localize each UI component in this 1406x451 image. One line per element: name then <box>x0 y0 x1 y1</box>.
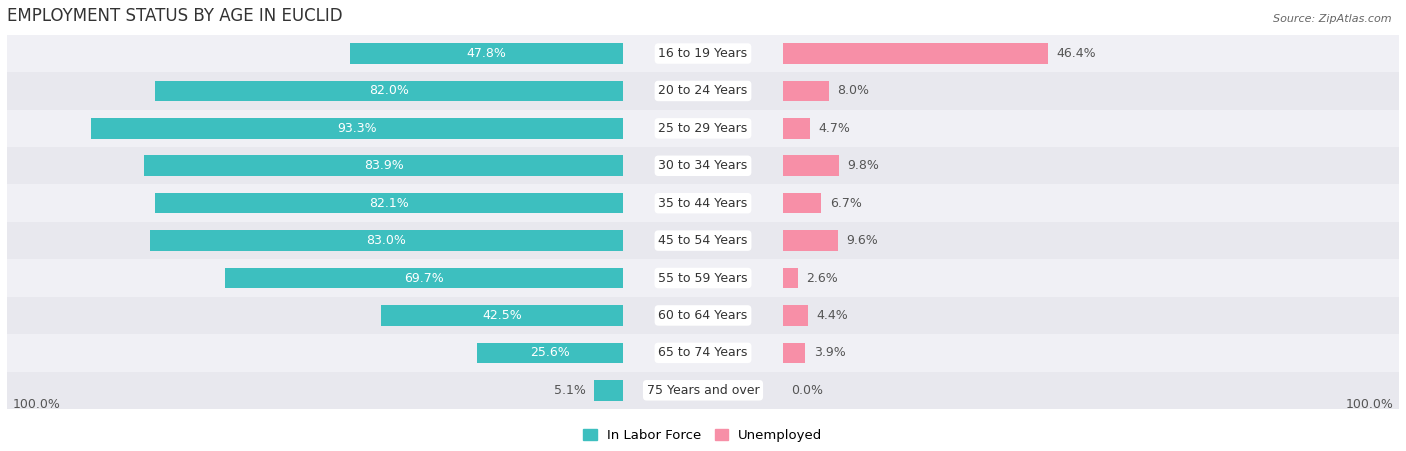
Bar <box>350 43 623 64</box>
Text: 45 to 54 Years: 45 to 54 Years <box>658 234 748 247</box>
Text: 55 to 59 Years: 55 to 59 Years <box>658 272 748 285</box>
Text: EMPLOYMENT STATUS BY AGE IN EUCLID: EMPLOYMENT STATUS BY AGE IN EUCLID <box>7 7 343 25</box>
Bar <box>477 343 623 363</box>
Bar <box>783 43 1047 64</box>
Text: 83.0%: 83.0% <box>367 234 406 247</box>
Text: 35 to 44 Years: 35 to 44 Years <box>658 197 748 210</box>
Bar <box>783 156 839 176</box>
Text: 6.7%: 6.7% <box>830 197 862 210</box>
Bar <box>0 147 1406 184</box>
Bar <box>783 118 810 138</box>
Text: 100.0%: 100.0% <box>1346 398 1393 411</box>
Bar <box>783 343 806 363</box>
Text: 65 to 74 Years: 65 to 74 Years <box>658 346 748 359</box>
Text: 9.6%: 9.6% <box>846 234 877 247</box>
Bar <box>593 380 623 400</box>
Text: 16 to 19 Years: 16 to 19 Years <box>658 47 748 60</box>
Bar <box>0 259 1406 297</box>
Text: 20 to 24 Years: 20 to 24 Years <box>658 84 748 97</box>
Text: 69.7%: 69.7% <box>405 272 444 285</box>
Text: 3.9%: 3.9% <box>814 346 845 359</box>
Text: 82.1%: 82.1% <box>368 197 409 210</box>
Text: 4.7%: 4.7% <box>818 122 851 135</box>
Bar <box>0 372 1406 409</box>
Bar <box>0 184 1406 222</box>
Bar <box>783 268 797 288</box>
Bar <box>0 297 1406 334</box>
Bar <box>0 334 1406 372</box>
Text: 30 to 34 Years: 30 to 34 Years <box>658 159 748 172</box>
Text: 93.3%: 93.3% <box>337 122 377 135</box>
Text: 25.6%: 25.6% <box>530 346 569 359</box>
Bar <box>0 110 1406 147</box>
Text: 46.4%: 46.4% <box>1056 47 1095 60</box>
Text: 47.8%: 47.8% <box>467 47 506 60</box>
Bar <box>149 230 623 251</box>
Text: 75 Years and over: 75 Years and over <box>647 384 759 397</box>
Bar <box>0 35 1406 72</box>
Text: 83.9%: 83.9% <box>364 159 404 172</box>
Bar <box>225 268 623 288</box>
Bar <box>155 81 623 101</box>
Text: 82.0%: 82.0% <box>370 84 409 97</box>
Bar <box>145 156 623 176</box>
Legend: In Labor Force, Unemployed: In Labor Force, Unemployed <box>578 423 828 447</box>
Text: 5.1%: 5.1% <box>554 384 585 397</box>
Text: 4.4%: 4.4% <box>817 309 848 322</box>
Bar <box>0 222 1406 259</box>
Text: 60 to 64 Years: 60 to 64 Years <box>658 309 748 322</box>
Text: 25 to 29 Years: 25 to 29 Years <box>658 122 748 135</box>
Bar <box>783 230 838 251</box>
Text: 100.0%: 100.0% <box>13 398 60 411</box>
Bar <box>91 118 623 138</box>
Text: 0.0%: 0.0% <box>792 384 824 397</box>
Bar <box>783 305 808 326</box>
Text: 42.5%: 42.5% <box>482 309 522 322</box>
Text: 9.8%: 9.8% <box>848 159 879 172</box>
Text: 8.0%: 8.0% <box>837 84 869 97</box>
Bar <box>783 81 828 101</box>
Text: Source: ZipAtlas.com: Source: ZipAtlas.com <box>1274 14 1392 23</box>
Bar <box>783 193 821 213</box>
Bar <box>381 305 623 326</box>
Text: 2.6%: 2.6% <box>806 272 838 285</box>
Bar <box>0 72 1406 110</box>
Bar <box>155 193 623 213</box>
